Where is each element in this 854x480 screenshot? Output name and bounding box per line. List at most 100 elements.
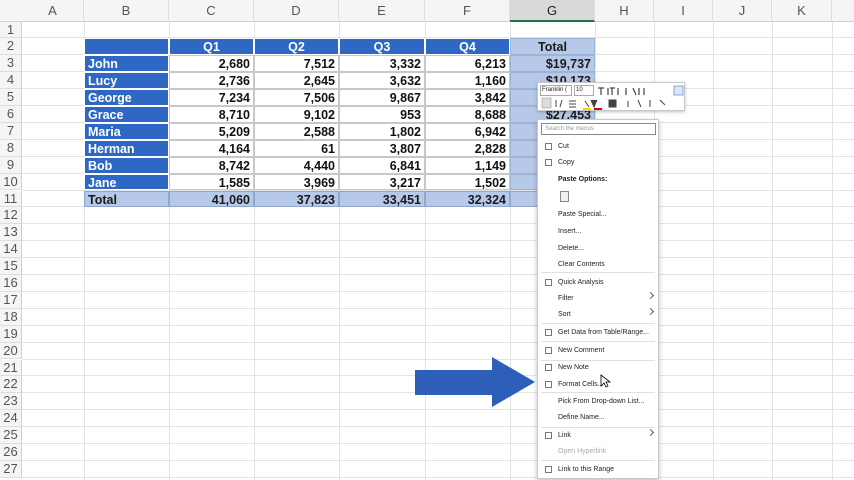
- cell[interactable]: 4,164: [169, 139, 254, 157]
- cell[interactable]: George: [84, 89, 169, 106]
- column-header[interactable]: B: [84, 0, 169, 22]
- row-header[interactable]: 9: [0, 156, 22, 174]
- row-header[interactable]: 15: [0, 258, 22, 275]
- cell[interactable]: Herman: [84, 139, 169, 157]
- menu-item[interactable]: New Comment: [558, 347, 605, 354]
- row-header[interactable]: 24: [0, 410, 22, 428]
- row-header[interactable]: 16: [0, 275, 22, 292]
- row-header[interactable]: 5: [0, 89, 22, 106]
- menu-item[interactable]: Define Name...: [558, 414, 605, 421]
- cell[interactable]: 2,828: [425, 139, 510, 157]
- cell[interactable]: 2,736: [169, 72, 254, 90]
- menu-item[interactable]: Insert...: [558, 228, 582, 235]
- column-header[interactable]: F: [425, 0, 510, 22]
- cell[interactable]: 1,160: [425, 72, 510, 90]
- cell[interactable]: 33,451: [339, 190, 425, 208]
- cell[interactable]: 9,102: [254, 106, 339, 123]
- menu-item[interactable]: Get Data from Table/Range...: [558, 329, 649, 336]
- cell[interactable]: 9,867: [339, 89, 425, 106]
- cell[interactable]: Q1: [169, 38, 254, 56]
- cell[interactable]: 3,807: [339, 139, 425, 157]
- cell[interactable]: 41,060: [169, 190, 254, 208]
- cell[interactable]: 61: [254, 139, 339, 157]
- cell[interactable]: Jane: [84, 173, 169, 191]
- cell[interactable]: 6,841: [339, 156, 425, 174]
- menu-item[interactable]: Quick Analysis: [558, 279, 604, 286]
- menu-search[interactable]: Search the menus: [541, 123, 656, 135]
- cell[interactable]: 6,942: [425, 122, 510, 140]
- menu-item[interactable]: Copy: [558, 159, 575, 166]
- row-header[interactable]: 27: [0, 460, 22, 478]
- row-header[interactable]: 20: [0, 342, 22, 360]
- column-header[interactable]: H: [595, 0, 654, 22]
- cell[interactable]: 953: [339, 106, 425, 123]
- cell[interactable]: 7,506: [254, 89, 339, 106]
- row-header[interactable]: 23: [0, 393, 22, 411]
- cell[interactable]: $19,737: [510, 55, 595, 73]
- row-header[interactable]: 19: [0, 325, 22, 343]
- row-header[interactable]: 26: [0, 444, 22, 461]
- cell[interactable]: 1,802: [339, 122, 425, 140]
- menu-item[interactable]: Link to this Range: [558, 466, 615, 473]
- row-header[interactable]: 21: [0, 359, 22, 377]
- column-header[interactable]: K: [772, 0, 832, 22]
- row-header[interactable]: 8: [0, 139, 22, 157]
- menu-item[interactable]: Format Cells...: [558, 381, 604, 388]
- column-header[interactable]: E: [339, 0, 425, 22]
- cell[interactable]: 8,688: [425, 106, 510, 123]
- cell[interactable]: 4,440: [254, 156, 339, 174]
- row-header[interactable]: 7: [0, 122, 22, 140]
- cell[interactable]: 8,710: [169, 106, 254, 123]
- cell[interactable]: Q2: [254, 38, 339, 56]
- cell[interactable]: 3,632: [339, 72, 425, 90]
- cell[interactable]: 32,324: [425, 190, 510, 208]
- row-header[interactable]: 1: [0, 21, 22, 39]
- cell[interactable]: Total: [510, 38, 595, 56]
- row-header[interactable]: 22: [0, 376, 22, 394]
- column-header[interactable]: G: [510, 0, 595, 22]
- cell[interactable]: 1,502: [425, 173, 510, 191]
- menu-item[interactable]: Pick From Drop-down List...: [558, 398, 645, 405]
- column-header[interactable]: A: [22, 0, 84, 22]
- cell[interactable]: Maria: [84, 122, 169, 140]
- menu-item[interactable]: New Note: [558, 364, 589, 371]
- menu-item[interactable]: Filter: [558, 295, 574, 302]
- cell[interactable]: Grace: [84, 106, 169, 123]
- cell[interactable]: 3,217: [339, 173, 425, 191]
- column-header[interactable]: J: [713, 0, 772, 22]
- row-header[interactable]: 11: [0, 190, 22, 208]
- cell[interactable]: 2,588: [254, 122, 339, 140]
- font-box[interactable]: Franklin (: [540, 85, 572, 96]
- paste-icon[interactable]: [560, 191, 569, 202]
- cell[interactable]: Bob: [84, 156, 169, 174]
- menu-item[interactable]: Delete...: [558, 245, 585, 252]
- cell[interactable]: 8,742: [169, 156, 254, 174]
- cell[interactable]: [84, 38, 169, 56]
- size-box[interactable]: 10: [574, 85, 594, 96]
- cell[interactable]: 1,149: [425, 156, 510, 174]
- cell[interactable]: 1,585: [169, 173, 254, 191]
- cell[interactable]: John: [84, 55, 169, 73]
- cell[interactable]: 3,969: [254, 173, 339, 191]
- row-header[interactable]: 18: [0, 308, 22, 326]
- cell[interactable]: 7,512: [254, 55, 339, 73]
- cell[interactable]: 5,209: [169, 122, 254, 140]
- row-header[interactable]: 3: [0, 55, 22, 73]
- cell[interactable]: Lucy: [84, 72, 169, 90]
- column-header[interactable]: I: [654, 0, 713, 22]
- menu-item[interactable]: Clear Contents: [558, 261, 605, 268]
- row-header[interactable]: 2: [0, 38, 22, 56]
- column-header[interactable]: C: [169, 0, 254, 22]
- row-header[interactable]: 14: [0, 241, 22, 259]
- cell[interactable]: 37,823: [254, 190, 339, 208]
- cell[interactable]: 3,842: [425, 89, 510, 106]
- cell[interactable]: 2,645: [254, 72, 339, 90]
- menu-item[interactable]: Paste Special...: [558, 211, 607, 218]
- cell[interactable]: 2,680: [169, 55, 254, 73]
- cell[interactable]: Total: [84, 190, 169, 208]
- cell[interactable]: 6,213: [425, 55, 510, 73]
- menu-item[interactable]: Sort: [558, 311, 571, 318]
- row-header[interactable]: 17: [0, 291, 22, 309]
- menu-item[interactable]: Link: [558, 432, 571, 439]
- cell[interactable]: 7,234: [169, 89, 254, 106]
